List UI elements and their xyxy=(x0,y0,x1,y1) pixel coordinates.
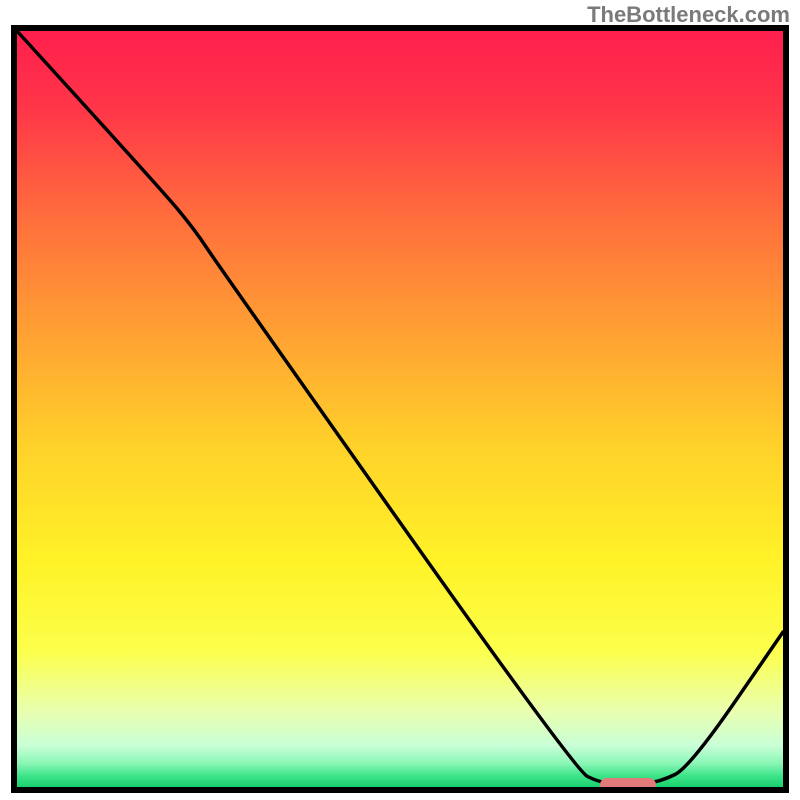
chart-root: TheBottleneck.com xyxy=(0,0,800,800)
watermark-text: TheBottleneck.com xyxy=(587,2,790,28)
chart-svg xyxy=(0,0,800,800)
chart-background xyxy=(17,31,783,787)
